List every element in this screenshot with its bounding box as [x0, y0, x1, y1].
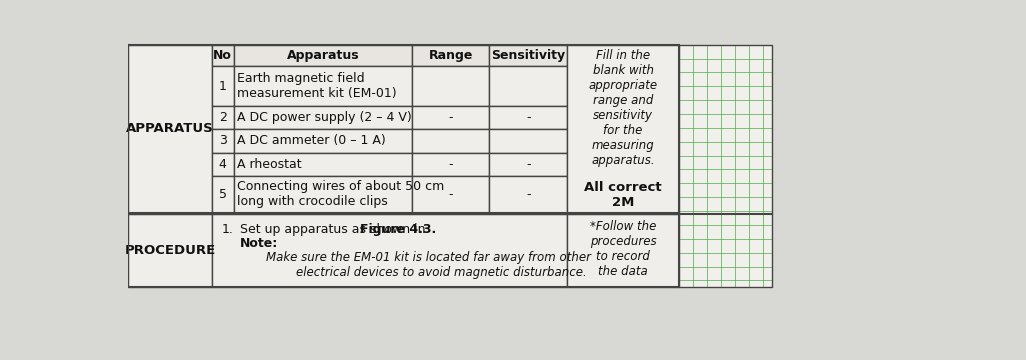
- Bar: [489, 130, 567, 153]
- Bar: [489, 176, 567, 213]
- Text: Set up apparatus as shown in: Set up apparatus as shown in: [240, 223, 429, 237]
- Bar: [489, 45, 567, 66]
- Text: A DC ammeter (0 – 1 A): A DC ammeter (0 – 1 A): [237, 135, 386, 148]
- Text: 1.: 1.: [222, 223, 233, 237]
- Bar: [212, 45, 234, 66]
- Bar: [489, 66, 567, 106]
- Bar: [679, 45, 773, 287]
- Text: PROCEDURE: PROCEDURE: [124, 244, 215, 257]
- Text: Range: Range: [429, 49, 473, 62]
- Text: *Follow the
procedures
to record
the data: *Follow the procedures to record the dat…: [590, 220, 657, 278]
- Bar: [489, 153, 567, 176]
- Text: 5: 5: [219, 188, 227, 201]
- Text: -: -: [448, 158, 452, 171]
- Bar: [411, 176, 489, 213]
- Text: APPARATUS: APPARATUS: [126, 122, 214, 135]
- Text: A rheostat: A rheostat: [237, 158, 302, 171]
- Text: Fill in the
blank with
appropriate
range and
sensitivity
for the
measuring
appar: Fill in the blank with appropriate range…: [589, 49, 658, 167]
- Text: Apparatus: Apparatus: [286, 49, 359, 62]
- Bar: [212, 106, 234, 130]
- Bar: [234, 176, 411, 213]
- Bar: [489, 106, 567, 130]
- Bar: [128, 214, 679, 287]
- Text: -: -: [526, 188, 530, 201]
- Text: 1: 1: [219, 80, 227, 93]
- Text: Sensitivity: Sensitivity: [491, 49, 565, 62]
- Bar: [234, 130, 411, 153]
- Bar: [212, 130, 234, 153]
- Bar: [411, 153, 489, 176]
- Bar: [234, 106, 411, 130]
- Text: Connecting wires of about 50 cm
long with crocodile clips: Connecting wires of about 50 cm long wit…: [237, 180, 444, 208]
- Bar: [411, 106, 489, 130]
- Bar: [234, 66, 411, 106]
- Bar: [128, 45, 679, 213]
- Text: 4: 4: [219, 158, 227, 171]
- Bar: [212, 214, 567, 287]
- Bar: [212, 66, 234, 106]
- Bar: [234, 153, 411, 176]
- Text: 2: 2: [219, 111, 227, 125]
- Text: -: -: [448, 111, 452, 125]
- Text: Note:: Note:: [240, 237, 278, 250]
- Text: No: No: [213, 49, 232, 62]
- Bar: [411, 130, 489, 153]
- Bar: [234, 45, 411, 66]
- Text: -: -: [448, 188, 452, 201]
- Bar: [212, 176, 234, 213]
- Bar: [128, 214, 212, 287]
- Bar: [679, 45, 773, 287]
- Text: Earth magnetic field
measurement kit (EM-01): Earth magnetic field measurement kit (EM…: [237, 72, 396, 100]
- Bar: [567, 214, 679, 287]
- Text: All correct
2M: All correct 2M: [584, 181, 662, 209]
- Text: Make sure the EM-01 kit is located far away from other
        electrical device: Make sure the EM-01 kit is located far a…: [266, 251, 591, 279]
- Text: -: -: [526, 111, 530, 125]
- Bar: [128, 45, 212, 213]
- Bar: [411, 45, 489, 66]
- Bar: [567, 45, 679, 213]
- Text: -: -: [526, 158, 530, 171]
- Text: Figure 4.3.: Figure 4.3.: [360, 223, 436, 237]
- Text: 3: 3: [219, 135, 227, 148]
- Bar: [411, 66, 489, 106]
- Bar: [212, 153, 234, 176]
- Text: A DC power supply (2 – 4 V): A DC power supply (2 – 4 V): [237, 111, 411, 125]
